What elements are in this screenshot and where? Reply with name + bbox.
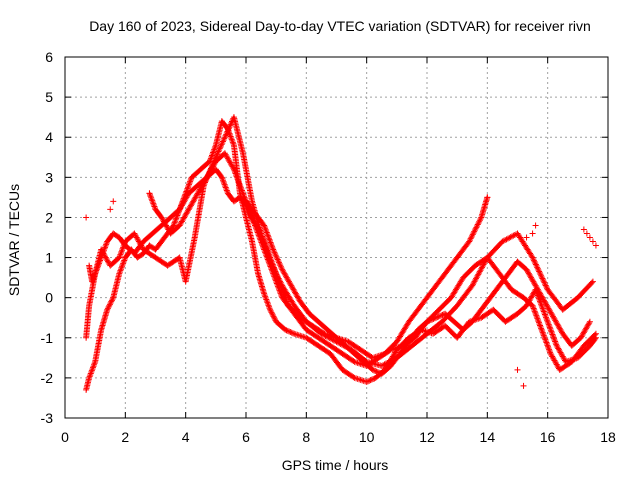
x-tick-label: 0 bbox=[61, 429, 69, 445]
plot-frame bbox=[64, 56, 609, 419]
x-tick-label: 16 bbox=[540, 429, 556, 445]
y-tick-label: -2 bbox=[41, 370, 54, 386]
x-tick-label: 12 bbox=[419, 429, 435, 445]
series-marks bbox=[86, 114, 596, 369]
y-tick-label: -3 bbox=[41, 410, 54, 426]
axis-ticks bbox=[64, 56, 609, 419]
data-points bbox=[83, 114, 599, 393]
x-tick-label: 18 bbox=[600, 429, 616, 445]
series-3 bbox=[86, 114, 596, 369]
series-marks bbox=[83, 190, 599, 389]
y-axis-label: SDTVAR / TECUs bbox=[6, 184, 22, 296]
y-tick-label: 6 bbox=[45, 49, 53, 65]
x-tick-label: 10 bbox=[359, 429, 375, 445]
y-tick-label: 2 bbox=[45, 209, 53, 225]
x-tick-label: 6 bbox=[242, 429, 250, 445]
y-tick-label: 5 bbox=[45, 89, 53, 105]
y-tick-label: 4 bbox=[45, 129, 53, 145]
y-tick-label: 1 bbox=[45, 250, 53, 266]
x-axis-label: GPS time / hours bbox=[282, 457, 389, 473]
x-tick-label: 14 bbox=[480, 429, 496, 445]
y-tick-label: -1 bbox=[41, 330, 54, 346]
series-6 bbox=[83, 190, 599, 389]
y-tick-label: 3 bbox=[45, 169, 53, 185]
y-tick-labels: -3 -2 -1 0 1 2 3 4 5 6 bbox=[41, 49, 54, 426]
y-tick-label: 0 bbox=[45, 290, 53, 306]
series-marks bbox=[243, 198, 593, 377]
series-5 bbox=[243, 198, 593, 377]
x-tick-label: 2 bbox=[121, 429, 129, 445]
x-tick-label: 4 bbox=[182, 429, 190, 445]
x-tick-label: 8 bbox=[302, 429, 310, 445]
x-tick-labels: 0 2 4 6 8 10 12 14 16 18 bbox=[61, 429, 616, 445]
chart-title: Day 160 of 2023, Sidereal Day-to-day VTE… bbox=[89, 18, 591, 34]
